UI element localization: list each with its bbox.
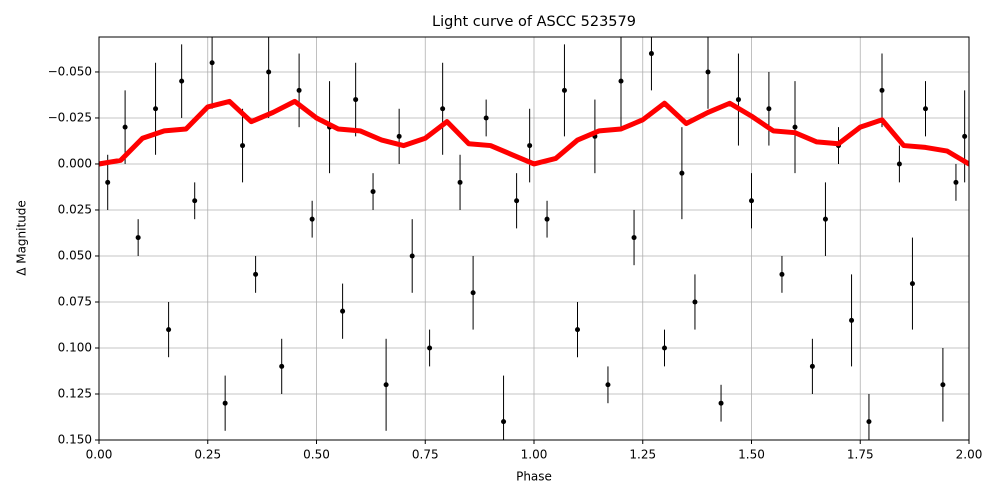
- data-point: [849, 317, 855, 323]
- data-point: [440, 106, 446, 112]
- data-point: [153, 106, 159, 112]
- data-point: [648, 51, 654, 57]
- data-point: [122, 124, 128, 130]
- data-point: [766, 106, 772, 112]
- x-tick-label: 0.00: [86, 448, 113, 462]
- binned-curve: [99, 98, 969, 167]
- x-tick-label: 0.50: [303, 448, 330, 462]
- x-tick-label: 2.00: [956, 448, 983, 462]
- data-point: [296, 87, 302, 93]
- data-point: [279, 363, 285, 369]
- data-point: [253, 271, 259, 277]
- data-point: [135, 235, 141, 241]
- grid: [98, 37, 970, 441]
- x-tick-label: 0.25: [194, 448, 221, 462]
- data-point: [166, 327, 172, 333]
- data-point: [779, 271, 785, 277]
- data-point: [353, 97, 359, 103]
- data-point: [879, 87, 885, 93]
- data-point: [866, 419, 872, 425]
- data-point: [692, 299, 698, 305]
- x-tick-label: 1.75: [847, 448, 874, 462]
- data-point: [514, 198, 520, 204]
- data-point: [370, 189, 376, 195]
- data-point: [631, 235, 637, 241]
- data-point: [679, 170, 685, 176]
- data-point: [809, 363, 815, 369]
- plot-area: [99, 37, 969, 440]
- data-point: [896, 161, 902, 167]
- data-point: [501, 419, 507, 425]
- x-tick-label: 1.00: [521, 448, 548, 462]
- data-point: [953, 179, 959, 185]
- data-point: [192, 198, 198, 204]
- x-tick-label: 1.50: [738, 448, 765, 462]
- chart-title: Light curve of ASCC 523579: [432, 14, 636, 30]
- y-tick-label: 0.025: [58, 202, 92, 216]
- y-tick-label: −0.050: [48, 64, 92, 78]
- y-tick-label: 0.125: [58, 386, 92, 400]
- data-point: [718, 400, 724, 406]
- data-point: [179, 78, 185, 84]
- data-point: [561, 87, 567, 93]
- data-point: [792, 124, 798, 130]
- data-point: [483, 115, 489, 121]
- data-point: [427, 345, 433, 351]
- data-point: [923, 106, 928, 112]
- data-point: [605, 382, 611, 388]
- data-point: [396, 133, 402, 139]
- data-point: [409, 253, 415, 259]
- data-point: [240, 143, 246, 149]
- y-tick-label: 0.150: [58, 433, 92, 447]
- data-point: [457, 179, 463, 185]
- x-tick-label: 0.75: [412, 448, 439, 462]
- data-point: [822, 216, 828, 222]
- data-point: [575, 327, 580, 333]
- data-point: [909, 281, 915, 287]
- y-tick-label: 0.050: [58, 248, 92, 262]
- data-point: [470, 290, 476, 296]
- x-axis-label: Phase: [516, 470, 552, 484]
- y-axis-label: Δ Magnitude: [15, 200, 29, 276]
- data-point: [527, 143, 533, 149]
- y-tick-label: 0.100: [58, 340, 92, 354]
- data-point: [309, 216, 315, 222]
- data-point: [705, 69, 711, 75]
- y-tick-label: 0.075: [58, 294, 92, 308]
- x-tick-label: 1.25: [629, 448, 656, 462]
- data-point: [749, 198, 754, 204]
- data-point: [735, 97, 741, 103]
- data-point: [105, 179, 111, 185]
- data-point: [340, 308, 346, 314]
- data-point: [266, 69, 272, 75]
- y-tick-label: −0.025: [48, 110, 92, 124]
- y-tick-label: 0.000: [58, 156, 92, 170]
- data-point: [222, 400, 228, 406]
- data-point: [618, 78, 624, 84]
- data-point: [662, 345, 667, 351]
- data-point: [544, 216, 550, 222]
- data-point: [383, 382, 389, 388]
- data-point: [209, 60, 215, 66]
- data-point: [962, 133, 968, 139]
- data-point: [940, 382, 946, 388]
